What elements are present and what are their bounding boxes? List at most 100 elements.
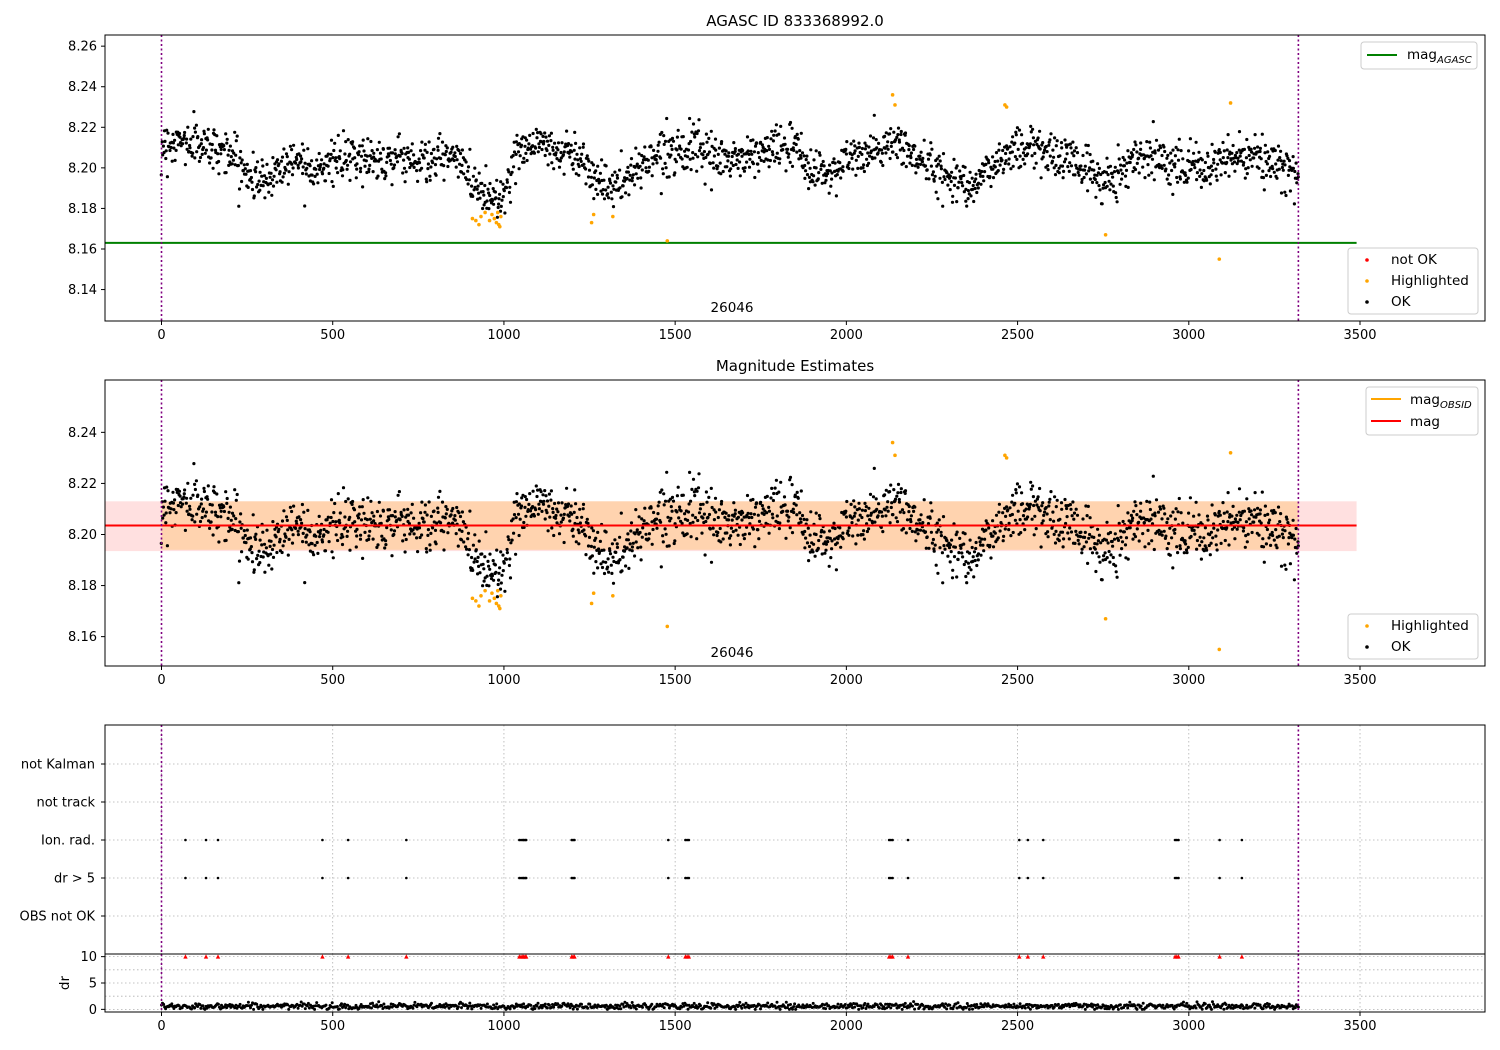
ok-point: [216, 515, 220, 519]
ok-point: [1226, 491, 1230, 495]
ok-point: [974, 172, 978, 176]
dr-point: [588, 1002, 592, 1006]
ok-point: [346, 138, 350, 142]
x-tick-label: 2000: [830, 328, 863, 343]
ok-point: [350, 502, 354, 506]
ok-point: [596, 566, 600, 570]
ok-point: [427, 140, 431, 144]
ok-point: [678, 505, 682, 509]
ok-point: [257, 179, 261, 183]
ok-point: [239, 161, 243, 165]
dr-point: [340, 1002, 343, 1006]
ok-point: [783, 503, 787, 507]
ok-point: [1124, 536, 1129, 540]
ok-point: [206, 127, 210, 131]
ok-point: [863, 509, 868, 513]
ok-point: [568, 155, 572, 159]
ok-point: [747, 152, 751, 156]
dr-point: [1056, 1002, 1060, 1006]
ok-point: [477, 539, 481, 543]
ok-point: [934, 190, 938, 194]
ok-point: [824, 178, 828, 182]
ok-point: [681, 135, 685, 139]
ok-point: [1177, 137, 1181, 141]
ok-point: [956, 186, 960, 190]
flag-point: [687, 876, 691, 880]
ok-point: [557, 532, 562, 536]
ok-point: [657, 140, 661, 144]
ok-point: [338, 157, 342, 161]
ok-point: [547, 143, 551, 147]
ok-point: [315, 158, 319, 162]
dr-point: [359, 1003, 363, 1006]
ok-point: [591, 529, 596, 533]
ok-point: [520, 496, 524, 500]
ok-point: [996, 536, 1000, 540]
ok-point: [402, 508, 406, 512]
ok-point: [332, 148, 336, 153]
dr-point: [1025, 1003, 1029, 1006]
ok-point: [511, 165, 516, 169]
ok-point: [544, 135, 548, 139]
ok-point: [474, 178, 478, 182]
ok-point: [536, 512, 540, 516]
ok-point: [1090, 551, 1095, 555]
ok-point: [577, 531, 581, 535]
ok-point: [550, 526, 554, 530]
ok-point: [1274, 162, 1278, 166]
ok-point: [1254, 515, 1258, 519]
ok-point: [1057, 533, 1061, 537]
ok-point: [300, 157, 304, 161]
ok-point: [643, 506, 647, 510]
ok-point: [299, 160, 303, 164]
ok-point: [899, 490, 903, 495]
ok-point: [412, 165, 416, 169]
ok-point: [1119, 168, 1123, 172]
ok-point: [1011, 164, 1015, 168]
x-tick-label: 500: [320, 328, 345, 343]
dr-point: [535, 1004, 539, 1008]
ok-point: [551, 145, 555, 149]
ok-point: [250, 551, 254, 555]
ok-point: [683, 149, 687, 153]
ok-point: [1047, 504, 1051, 508]
ok-point: [967, 565, 971, 569]
ok-point: [828, 163, 832, 167]
ok-point: [1163, 512, 1167, 516]
ok-point: [428, 543, 432, 547]
ok-point: [1126, 511, 1130, 515]
ok-point: [1069, 507, 1073, 511]
ok-point: [352, 508, 357, 512]
ok-point: [1135, 527, 1139, 531]
ok-point: [514, 140, 519, 144]
ok-point: [423, 148, 427, 152]
dr-point: [377, 1000, 381, 1004]
ok-point: [539, 132, 543, 136]
ok-point: [548, 152, 552, 156]
ok-point: [1088, 547, 1092, 551]
ok-point: [486, 187, 490, 191]
ok-point: [238, 520, 242, 524]
ok-point: [393, 510, 397, 514]
ok-point: [191, 514, 195, 518]
dr-point: [734, 1007, 738, 1011]
ok-point: [338, 511, 342, 515]
ok-point: [161, 153, 165, 157]
ok-point: [946, 554, 950, 558]
ok-point: [939, 167, 944, 171]
ok-point: [493, 563, 497, 567]
ok-point: [436, 136, 441, 140]
ok-point: [514, 516, 518, 520]
ok-point: [208, 526, 212, 531]
ok-point: [751, 162, 756, 166]
ok-point: [968, 538, 972, 542]
flag-point: [216, 838, 220, 842]
x-tick-label: 500: [320, 673, 345, 688]
ok-point: [211, 166, 215, 170]
ok-point: [578, 507, 582, 511]
ok-point: [894, 153, 898, 157]
ok-point: [930, 147, 934, 151]
highlighted-legend-label: Highlighted: [1391, 618, 1469, 634]
ok-point: [925, 535, 929, 539]
ok-point: [955, 575, 959, 579]
